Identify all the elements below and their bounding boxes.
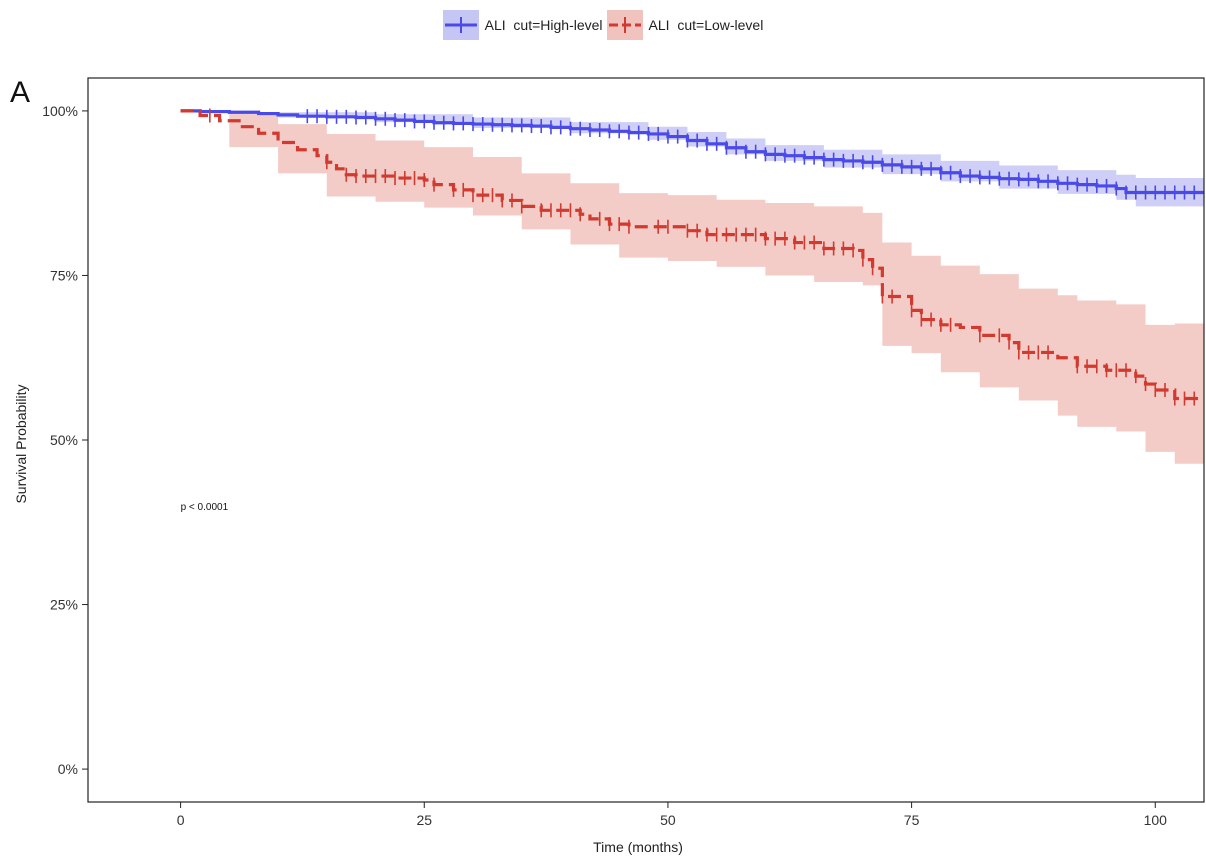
- legend-key-low: [606, 10, 643, 40]
- y-tick-label: 100%: [42, 103, 78, 119]
- x-tick-label: 75: [904, 812, 920, 828]
- x-tick-label: 100: [1144, 812, 1168, 828]
- panel-letter: A: [10, 76, 31, 109]
- y-tick-label: 50%: [50, 432, 78, 448]
- y-axis-label: Survival Probability: [13, 384, 29, 503]
- p-value-annotation: p < 0.0001: [181, 502, 229, 513]
- x-tick-label: 50: [660, 812, 676, 828]
- legend-label: ALI cut=Low-level: [648, 17, 764, 33]
- y-tick-label: 75%: [50, 267, 78, 283]
- x-tick-label: 25: [416, 812, 432, 828]
- legend-item-high: ALI cut=High-level: [442, 10, 603, 40]
- legend-label: ALI cut=High-level: [484, 17, 603, 33]
- y-tick-label: 0%: [58, 761, 78, 777]
- x-axis-label: Time (months): [593, 839, 683, 855]
- legend-key-high: [442, 10, 479, 40]
- x-tick-label: 0: [177, 812, 185, 828]
- ci-band-low: [180, 110, 1205, 464]
- y-tick-label: 25%: [50, 597, 78, 613]
- legend: ALI cut=High-level ALI cut=Low-level: [0, 8, 1206, 42]
- legend-item-low: ALI cut=Low-level: [606, 10, 764, 40]
